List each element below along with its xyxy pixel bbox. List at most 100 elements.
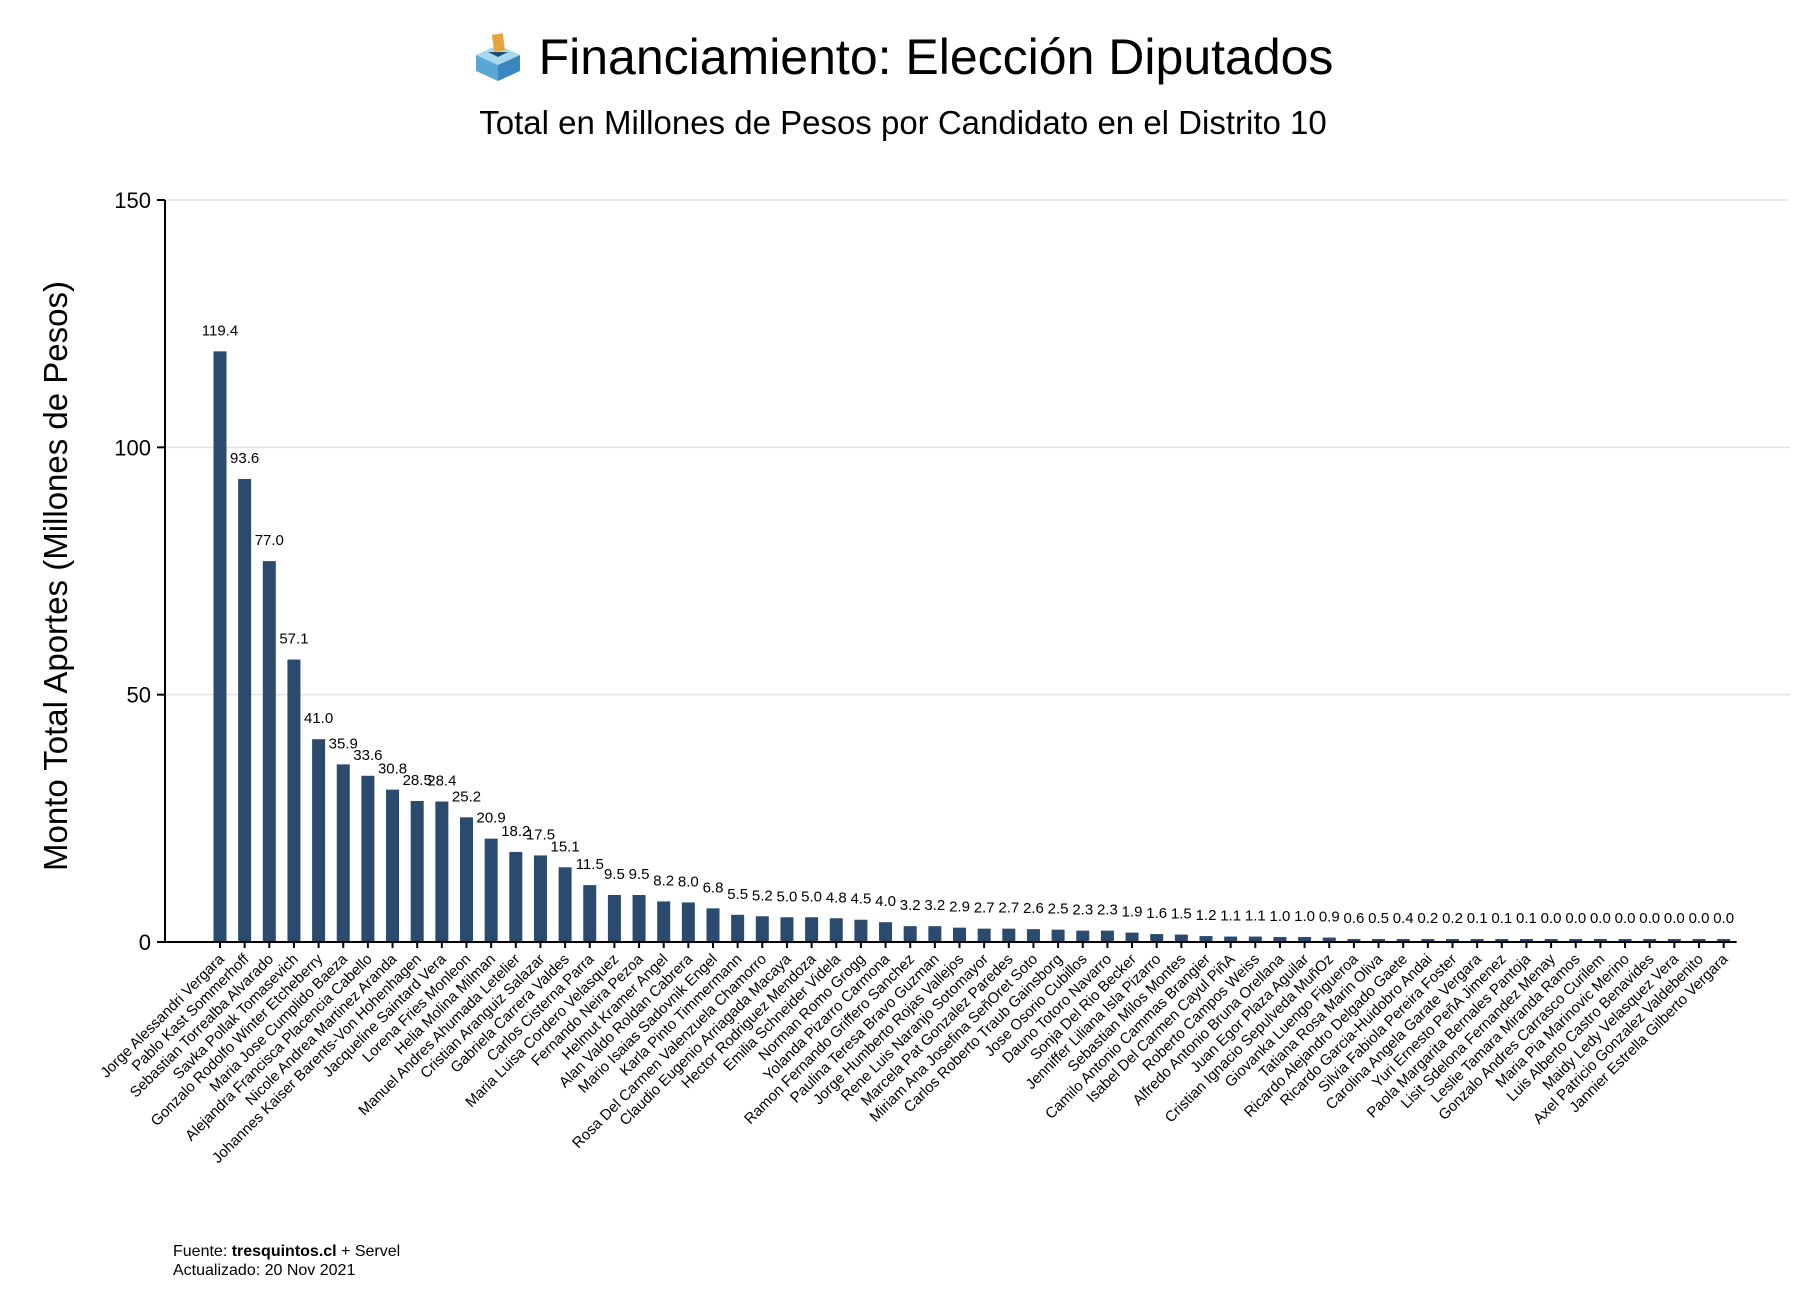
data-label: 1.1 bbox=[1245, 908, 1266, 925]
chart-title-block: Financiamiento: Elección Diputados bbox=[0, 28, 1806, 86]
data-label: 3.2 bbox=[924, 897, 945, 914]
data-label: 9.5 bbox=[604, 866, 625, 883]
y-tick-label: 50 bbox=[127, 683, 151, 708]
bar bbox=[1322, 937, 1336, 942]
bar bbox=[1125, 932, 1139, 942]
updated-date: Actualizado: 20 Nov 2021 bbox=[173, 1262, 356, 1279]
bar bbox=[1544, 939, 1558, 942]
data-label: 119.4 bbox=[202, 322, 238, 339]
data-label: 20.9 bbox=[477, 810, 506, 827]
bar bbox=[731, 914, 745, 942]
bar bbox=[928, 926, 942, 942]
data-label: 57.1 bbox=[279, 631, 308, 648]
bar bbox=[977, 928, 991, 942]
data-label: 17.5 bbox=[526, 826, 555, 843]
y-tick-label: 100 bbox=[114, 435, 151, 460]
bars bbox=[213, 351, 1731, 942]
axes bbox=[157, 199, 1737, 948]
bar bbox=[879, 922, 893, 942]
data-label: 2.5 bbox=[1048, 901, 1069, 918]
bar bbox=[1667, 939, 1681, 942]
bar bbox=[829, 918, 843, 942]
bar bbox=[1643, 939, 1657, 942]
bar bbox=[1174, 934, 1188, 942]
data-label: 15.1 bbox=[550, 838, 579, 855]
bar bbox=[583, 885, 597, 942]
data-label: 5.2 bbox=[752, 887, 773, 904]
data-label: 18.2 bbox=[501, 823, 530, 840]
data-label: 1.2 bbox=[1196, 907, 1217, 924]
bar bbox=[1248, 936, 1262, 942]
bar bbox=[484, 838, 498, 942]
bar bbox=[213, 351, 227, 942]
bar bbox=[1026, 929, 1040, 942]
data-label: 8.2 bbox=[653, 872, 674, 889]
bar bbox=[657, 901, 671, 942]
data-label: 9.5 bbox=[629, 866, 650, 883]
data-label: 0.0 bbox=[1664, 910, 1685, 927]
source-suffix: + Servel bbox=[336, 1243, 401, 1260]
data-label: 4.8 bbox=[826, 889, 847, 906]
bar bbox=[435, 801, 449, 942]
data-label: 3.2 bbox=[900, 897, 921, 914]
data-label: 4.0 bbox=[875, 893, 896, 910]
bar bbox=[1100, 930, 1114, 942]
bar bbox=[262, 561, 276, 942]
bar bbox=[632, 895, 646, 942]
source-prefix: Fuente: bbox=[173, 1243, 232, 1260]
data-label: 1.5 bbox=[1171, 906, 1192, 923]
bar bbox=[1470, 939, 1484, 942]
bar bbox=[558, 867, 572, 942]
data-label: 0.0 bbox=[1615, 910, 1636, 927]
bar bbox=[386, 789, 400, 942]
bar bbox=[1396, 939, 1410, 942]
bar bbox=[1199, 936, 1213, 942]
data-label: 28.4 bbox=[427, 773, 456, 790]
data-label: 2.7 bbox=[998, 900, 1019, 917]
bar bbox=[903, 926, 917, 942]
data-label: 2.3 bbox=[1072, 902, 1093, 919]
data-label: 0.1 bbox=[1467, 910, 1488, 927]
data-label: 0.0 bbox=[1713, 910, 1734, 927]
data-label: 41.0 bbox=[304, 710, 333, 727]
bar bbox=[1593, 939, 1607, 942]
chart-title: Financiamiento: Elección Diputados bbox=[538, 29, 1334, 85]
bar bbox=[238, 478, 252, 942]
data-label: 0.0 bbox=[1590, 910, 1611, 927]
data-label: 0.1 bbox=[1491, 910, 1512, 927]
y-tick-label: 0 bbox=[139, 930, 151, 955]
data-label: 5.0 bbox=[801, 888, 822, 905]
y-tick-label: 150 bbox=[114, 188, 151, 213]
data-label: 6.8 bbox=[703, 879, 724, 896]
data-label: 0.0 bbox=[1639, 910, 1660, 927]
data-label: 28.5 bbox=[403, 772, 432, 789]
bar bbox=[1717, 939, 1731, 942]
data-label: 5.0 bbox=[777, 888, 798, 905]
bar bbox=[1692, 939, 1706, 942]
data-label: 0.9 bbox=[1319, 909, 1340, 926]
bar bbox=[1519, 939, 1533, 942]
data-label: 25.2 bbox=[452, 788, 481, 805]
data-label: 2.6 bbox=[1023, 900, 1044, 917]
bar bbox=[509, 851, 523, 942]
data-label: 1.0 bbox=[1294, 908, 1315, 925]
data-label: 33.6 bbox=[353, 747, 382, 764]
source-site: tresquintos.cl bbox=[231, 1243, 337, 1260]
bar bbox=[361, 775, 375, 942]
data-label: 0.4 bbox=[1393, 910, 1414, 927]
bar bbox=[1495, 939, 1509, 942]
data-label: 2.9 bbox=[949, 899, 970, 916]
data-label: 1.1 bbox=[1220, 908, 1241, 925]
bar bbox=[410, 801, 424, 942]
bar bbox=[805, 917, 819, 942]
bar bbox=[1150, 934, 1164, 942]
bar bbox=[1569, 939, 1583, 942]
bar bbox=[953, 927, 966, 942]
bar bbox=[533, 855, 547, 942]
data-label: 93.6 bbox=[230, 450, 259, 467]
data-label: 0.2 bbox=[1417, 910, 1438, 927]
bar bbox=[287, 659, 301, 942]
data-label: 0.5 bbox=[1368, 910, 1389, 927]
data-label: 1.6 bbox=[1146, 905, 1167, 922]
